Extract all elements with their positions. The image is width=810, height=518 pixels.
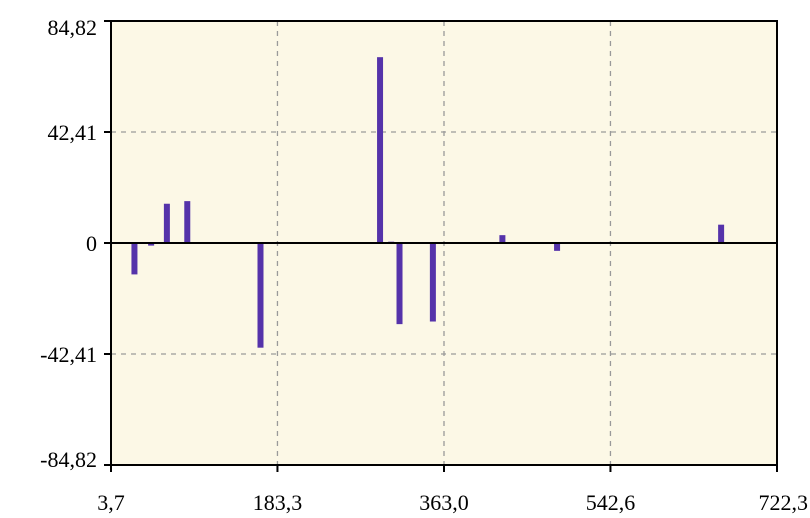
- bar: [131, 243, 138, 275]
- y-tick-label: -84,82: [40, 447, 97, 472]
- x-tick-label: 722,3: [759, 490, 809, 515]
- x-tick-label: 363,0: [419, 490, 469, 515]
- bar: [499, 235, 506, 243]
- y-tick-label: -42,41: [40, 342, 97, 367]
- bar: [148, 243, 155, 246]
- y-tick-label: 84,82: [48, 15, 98, 40]
- bar: [554, 243, 561, 251]
- y-tick-label: 0: [86, 231, 97, 256]
- bar: [257, 243, 264, 348]
- y-tick-label: 42,41: [48, 120, 98, 145]
- bar: [718, 224, 725, 243]
- bar: [377, 57, 384, 243]
- bar: [429, 243, 436, 322]
- x-tick-label: 3,7: [97, 490, 125, 515]
- bar: [163, 203, 170, 243]
- x-tick-label: 542,6: [586, 490, 636, 515]
- x-tick-label: 183,3: [253, 490, 303, 515]
- x-axis-ticks: 3,7 183,3 363,0 542,6 722,3: [97, 465, 808, 515]
- bar: [184, 201, 191, 243]
- bar: [396, 243, 403, 325]
- y-axis-ticks: 84,82 42,41 0 -42,41 -84,82: [40, 15, 111, 472]
